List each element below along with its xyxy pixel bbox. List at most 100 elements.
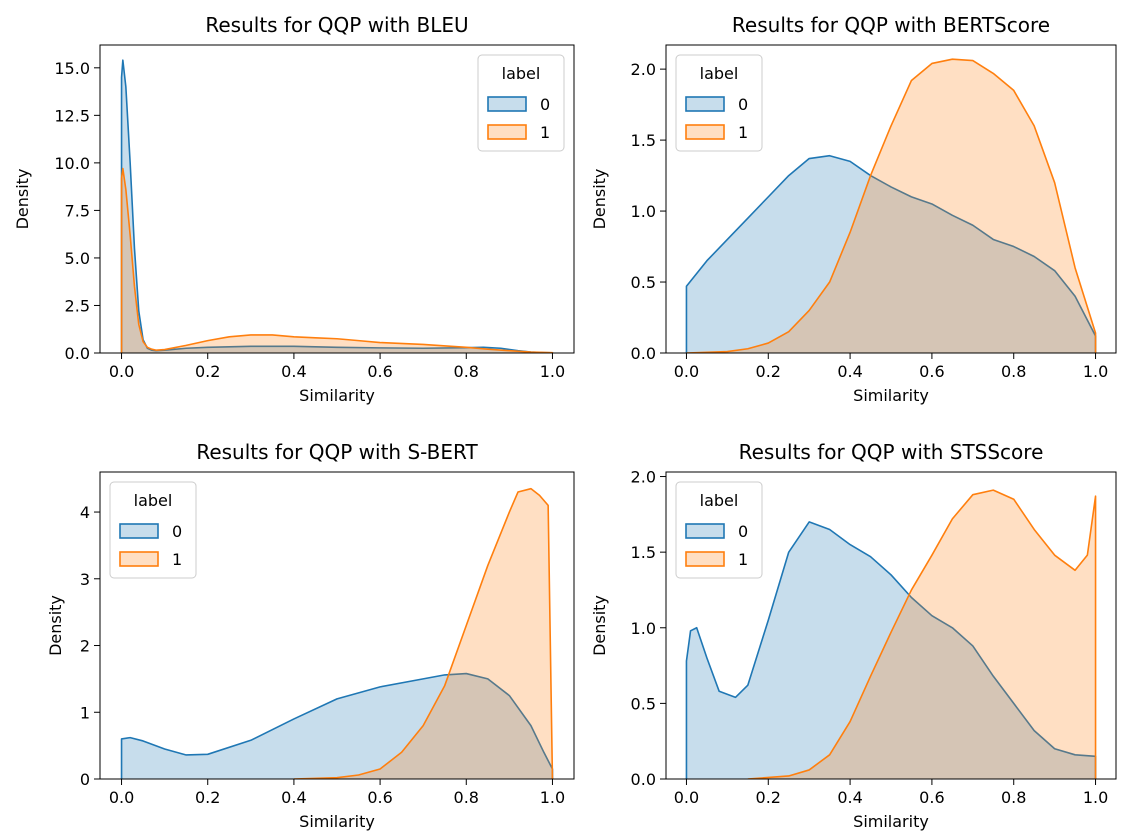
density-area-label-0	[686, 155, 1096, 353]
y-tick-label: 10.0	[54, 154, 90, 173]
legend-title: label	[502, 64, 541, 83]
density-area-label-0	[121, 673, 553, 779]
y-tick-label: 7.5	[65, 201, 90, 220]
axes-frame	[99, 44, 575, 354]
x-tick-label: 1.0	[1083, 788, 1108, 807]
x-tick-label: 0.6	[367, 362, 392, 381]
density-area-label-0	[686, 521, 1096, 779]
x-tick-label: 0.4	[837, 362, 862, 381]
x-tick-label: 0.6	[919, 362, 944, 381]
y-tick-label: 15.0	[54, 59, 90, 78]
density-area-label-1	[686, 59, 1096, 353]
density-area-label-1	[121, 168, 553, 353]
legend-entry-label: 0	[738, 95, 748, 114]
x-tick-label: 0.0	[674, 788, 699, 807]
legend-box	[675, 481, 763, 579]
legend-title: label	[700, 491, 739, 510]
density-line-label-1	[120, 167, 554, 353]
legend-entry-label: 1	[540, 123, 550, 142]
density-line-label-1	[747, 489, 1097, 779]
x-axis-label: Similarity	[853, 812, 929, 831]
y-tick-label: 1.5	[631, 543, 656, 562]
density-area-label-1	[293, 488, 553, 779]
legend-swatch-label-1	[685, 124, 725, 140]
y-tick-label: 0.0	[631, 770, 656, 789]
x-axis-label: Similarity	[299, 812, 375, 831]
plot-area	[685, 58, 1097, 353]
y-tick-label: 12.5	[54, 106, 90, 125]
y-tick-label: 1.5	[631, 131, 656, 150]
plot-area	[120, 487, 554, 779]
density-area-label-1	[747, 490, 1096, 779]
x-tick-label: 0.0	[109, 362, 134, 381]
y-tick-label: 0.0	[631, 344, 656, 363]
y-axis-label: Density	[46, 595, 65, 656]
axes-frame	[665, 471, 1117, 780]
x-tick-label: 0.8	[1001, 788, 1026, 807]
density-line-label-0	[685, 521, 1097, 779]
legend-swatch-label-0	[487, 96, 527, 112]
chart-panel-2: 0.0 0.2 0.4 0.6 0.8 1.0 0 1 2 3 4 Results for QQP w…	[46, 440, 575, 831]
x-tick-label: 0.2	[195, 362, 220, 381]
x-tick-label: 0.4	[281, 362, 306, 381]
density-line-label-0	[120, 59, 554, 353]
y-tick-label: 1.0	[631, 619, 656, 638]
density-line-label-0	[120, 672, 554, 779]
y-tick-label: 5.0	[65, 249, 90, 268]
y-tick-label: 0.5	[631, 694, 656, 713]
legend: label 0 1	[675, 481, 763, 579]
density-line-label-1	[686, 58, 1097, 353]
x-tick-label: 0.4	[837, 788, 862, 807]
x-tick-label: 1.0	[540, 362, 565, 381]
legend: label 0 1	[477, 54, 565, 152]
x-tick-label: 0.6	[919, 788, 944, 807]
plot-area	[685, 489, 1097, 779]
y-tick-label: 1	[80, 703, 90, 722]
legend-entry-label: 1	[738, 123, 748, 142]
axes-frame	[665, 44, 1117, 354]
legend-swatch-label-0	[685, 523, 725, 539]
axes-frame	[99, 471, 575, 780]
x-tick-label: 0.4	[281, 788, 306, 807]
x-tick-label: 0.0	[674, 362, 699, 381]
x-tick-label: 0.8	[454, 788, 479, 807]
x-tick-label: 0.0	[109, 788, 134, 807]
y-tick-label: 2.5	[65, 296, 90, 315]
y-tick-label: 4	[80, 503, 90, 522]
chart-panel-0: 0.0 0.2 0.4 0.6 0.8 1.0 0.0 2.5 5.0 7.5 10.0 12.5 15…	[13, 13, 575, 405]
y-tick-label: 2	[80, 637, 90, 656]
y-tick-label: 1.0	[631, 202, 656, 221]
legend: label 0 1	[109, 481, 197, 579]
legend-entry-label: 0	[172, 522, 182, 541]
plot-area	[120, 59, 554, 353]
chart-title: Results for QQP with STSScore	[739, 440, 1044, 464]
chart-panel-1: 0.0 0.2 0.4 0.6 0.8 1.0 0.0 0.5 1.0 1.5 2.0 Results…	[590, 13, 1117, 405]
x-tick-label: 0.2	[756, 788, 781, 807]
y-axis-label: Density	[590, 169, 609, 230]
legend-title: label	[134, 491, 173, 510]
y-tick-label: 3	[80, 570, 90, 589]
legend-entry-label: 0	[540, 95, 550, 114]
y-tick-label: 2.0	[631, 60, 656, 79]
legend-swatch-label-0	[119, 523, 159, 539]
x-tick-label: 0.2	[756, 362, 781, 381]
legend-entry-label: 0	[738, 522, 748, 541]
legend-title: label	[700, 64, 739, 83]
x-tick-label: 0.6	[367, 788, 392, 807]
x-tick-label: 1.0	[540, 788, 565, 807]
legend-entry-label: 1	[738, 550, 748, 569]
y-tick-label: 2.0	[631, 468, 656, 487]
chart-title: Results for QQP with BERTScore	[732, 13, 1050, 37]
y-tick-label: 0.5	[631, 273, 656, 292]
x-axis-label: Similarity	[853, 386, 929, 405]
density-line-label-1	[293, 487, 554, 779]
chart-panel-3: 0.0 0.2 0.4 0.6 0.8 1.0 0.0 0.5 1.0 1.5 2.0 Results…	[590, 440, 1117, 831]
legend: label 0 1	[675, 54, 763, 152]
x-tick-label: 1.0	[1083, 362, 1108, 381]
y-tick-label: 0.0	[65, 344, 90, 363]
x-tick-label: 0.8	[454, 362, 479, 381]
legend-box	[675, 54, 763, 152]
y-axis-label: Density	[590, 595, 609, 656]
x-tick-label: 0.2	[195, 788, 220, 807]
